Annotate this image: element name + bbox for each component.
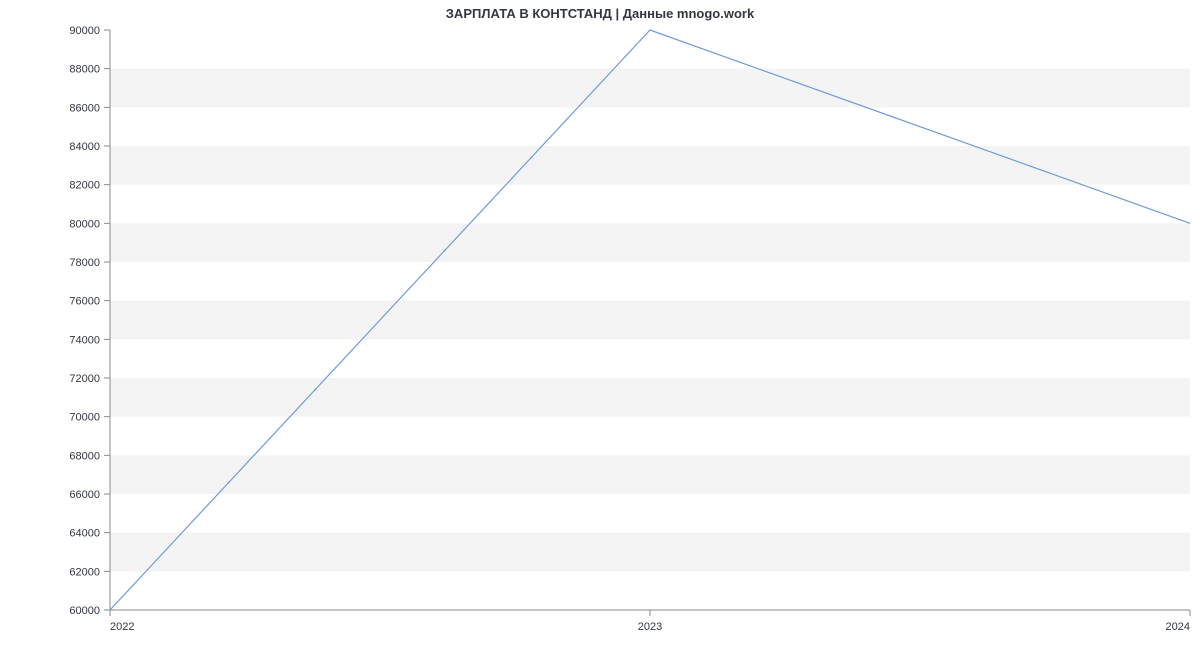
svg-text:88000: 88000 [69,64,100,76]
svg-text:86000: 86000 [69,102,100,114]
svg-text:2022: 2022 [110,621,134,633]
chart-title: ЗАРПЛАТА В КОНТСТАНД | Данные mnogo.work [0,6,1200,21]
svg-text:64000: 64000 [69,528,100,540]
svg-text:84000: 84000 [69,141,100,153]
svg-text:72000: 72000 [69,373,100,385]
salary-line-chart: ЗАРПЛАТА В КОНТСТАНД | Данные mnogo.work… [0,0,1200,650]
svg-text:2023: 2023 [638,621,662,633]
svg-text:80000: 80000 [69,218,100,230]
svg-text:74000: 74000 [69,334,100,346]
svg-text:2024: 2024 [1166,621,1190,633]
svg-text:70000: 70000 [69,412,100,424]
svg-text:66000: 66000 [69,489,100,501]
chart-svg: 60000 62000 64000 66000 68000 70000 72000 74000… [0,0,1200,650]
svg-text:90000: 90000 [69,25,100,37]
svg-text:78000: 78000 [69,257,100,269]
svg-text:62000: 62000 [69,566,100,578]
svg-text:76000: 76000 [69,296,100,308]
svg-text:68000: 68000 [69,450,100,462]
svg-text:82000: 82000 [69,180,100,192]
svg-text:60000: 60000 [69,605,100,617]
